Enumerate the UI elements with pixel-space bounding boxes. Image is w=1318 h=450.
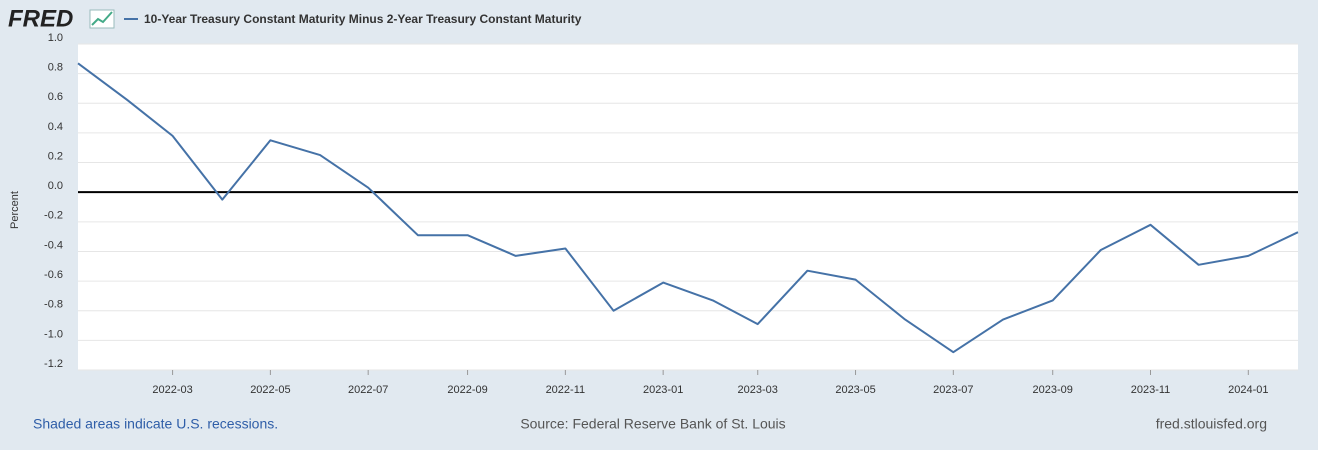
brand-logo[interactable]: FRED — [8, 5, 73, 32]
legend-label: 10-Year Treasury Constant Maturity Minus… — [144, 12, 582, 26]
x-tick-label: 2023-11 — [1131, 384, 1171, 396]
y-tick-label: -0.8 — [44, 299, 63, 311]
x-tick-label: 2023-03 — [738, 384, 778, 396]
x-tick-label: 2022-11 — [546, 384, 586, 396]
y-tick-label: 1.0 — [48, 32, 63, 44]
x-tick-label: 2022-03 — [152, 384, 192, 396]
plot-area — [78, 44, 1298, 370]
y-tick-label: 0.6 — [48, 91, 63, 103]
x-tick-label: 2022-05 — [250, 384, 290, 396]
x-tick-label: 2024-01 — [1228, 384, 1268, 396]
y-tick-label: -0.2 — [44, 210, 63, 222]
x-tick-label: 2022-09 — [447, 384, 487, 396]
y-tick-label: -0.4 — [44, 239, 63, 251]
y-tick-label: 0.8 — [48, 62, 63, 74]
source: Source: Federal Reserve Bank of St. Loui… — [520, 416, 785, 432]
y-tick-label: 0.0 — [48, 180, 63, 192]
y-axis-label: Percent — [9, 191, 21, 229]
x-tick-label: 2023-01 — [643, 384, 683, 396]
y-tick-label: -1.2 — [44, 358, 63, 370]
y-tick-label: -1.0 — [44, 328, 63, 340]
x-tick-label: 2023-07 — [933, 384, 973, 396]
x-tick-label: 2023-05 — [835, 384, 875, 396]
site-url[interactable]: fred.stlouisfed.org — [1156, 416, 1267, 432]
y-tick-label: -0.6 — [44, 269, 63, 281]
x-tick-label: 2022-07 — [348, 384, 388, 396]
data-line — [77, 62, 1299, 354]
recession-note[interactable]: Shaded areas indicate U.S. recessions. — [33, 416, 278, 432]
y-tick-label: 0.4 — [48, 121, 63, 133]
y-tick-label: 0.2 — [48, 150, 63, 162]
brand-icon — [89, 9, 115, 29]
x-tick-label: 2023-09 — [1033, 384, 1073, 396]
